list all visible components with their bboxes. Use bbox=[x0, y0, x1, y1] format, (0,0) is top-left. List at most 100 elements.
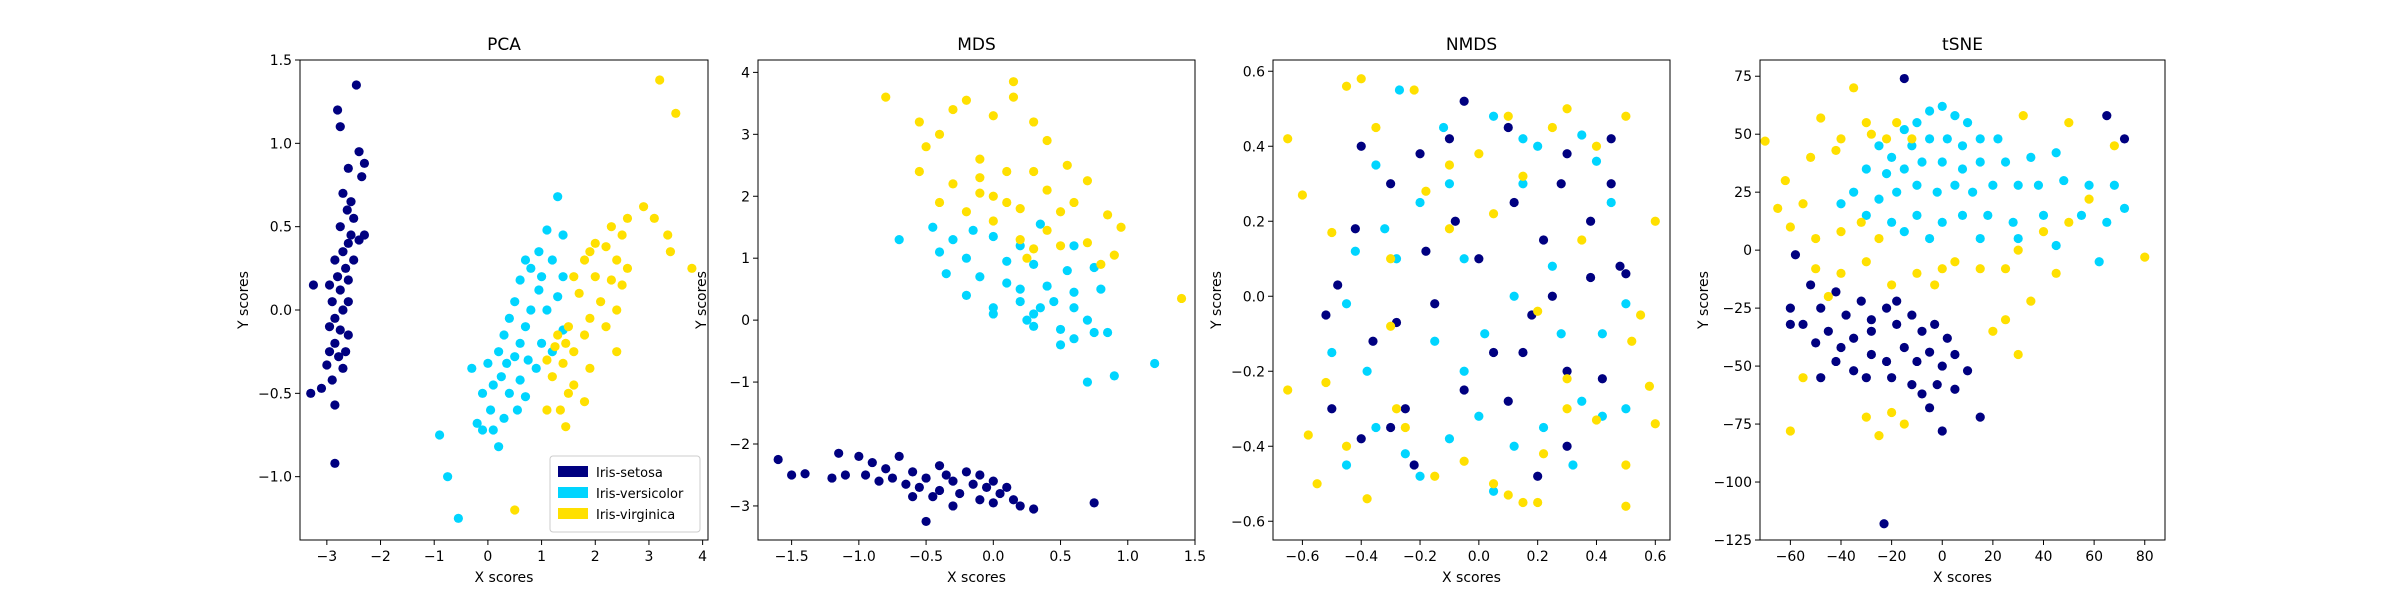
data-point bbox=[1002, 197, 1012, 208]
data-point bbox=[2064, 217, 2074, 227]
data-point bbox=[1881, 303, 1892, 313]
data-point bbox=[547, 372, 557, 382]
data-point bbox=[1321, 310, 1331, 320]
data-point bbox=[1785, 303, 1795, 313]
data-point bbox=[341, 263, 351, 273]
data-point bbox=[324, 347, 335, 357]
data-point bbox=[968, 479, 978, 489]
x-tick-label: 3 bbox=[644, 549, 653, 565]
data-point bbox=[488, 425, 498, 435]
data-point bbox=[342, 205, 352, 215]
data-point bbox=[1176, 293, 1187, 304]
y-tick-label: 0.0 bbox=[1243, 289, 1265, 305]
data-point bbox=[1988, 180, 1998, 190]
y-tick-label: −0.5 bbox=[258, 386, 292, 402]
data-point bbox=[1283, 385, 1293, 395]
data-point bbox=[1459, 366, 1469, 376]
data-point bbox=[1356, 141, 1366, 151]
data-point bbox=[569, 272, 579, 282]
data-point bbox=[1874, 141, 1884, 151]
data-point bbox=[787, 470, 797, 480]
x-tick-label: 0.5 bbox=[1049, 549, 1071, 565]
data-point bbox=[1899, 342, 1909, 353]
data-point bbox=[928, 222, 938, 232]
data-point bbox=[553, 292, 563, 302]
data-point bbox=[1069, 334, 1079, 344]
data-point bbox=[1836, 199, 1846, 209]
y-tick-label: 0.2 bbox=[1243, 214, 1265, 230]
x-tick-label: 0.2 bbox=[1527, 549, 1549, 565]
data-point bbox=[1887, 407, 1897, 418]
data-point bbox=[1109, 250, 1119, 260]
data-point bbox=[988, 303, 998, 313]
data-point bbox=[1341, 299, 1352, 309]
data-point bbox=[1849, 187, 1859, 197]
data-point bbox=[1887, 373, 1897, 383]
data-point bbox=[1924, 106, 1935, 116]
y-tick-label: 3 bbox=[741, 127, 750, 143]
data-point bbox=[550, 342, 560, 352]
data-point bbox=[306, 388, 316, 398]
data-point bbox=[606, 222, 616, 232]
data-point bbox=[324, 280, 335, 290]
data-point bbox=[1907, 380, 1917, 390]
data-point bbox=[1811, 264, 1821, 274]
data-point bbox=[1806, 280, 1816, 290]
data-point bbox=[995, 488, 1005, 499]
data-point bbox=[1912, 356, 1922, 367]
data-point bbox=[1917, 157, 1927, 167]
data-point bbox=[1069, 303, 1079, 313]
data-point bbox=[526, 305, 536, 315]
y-axis-label: Y scores bbox=[236, 271, 252, 330]
data-point bbox=[1391, 404, 1402, 414]
data-point bbox=[343, 330, 353, 340]
data-point bbox=[467, 363, 477, 373]
data-point bbox=[1518, 134, 1528, 144]
data-point bbox=[1866, 129, 1876, 139]
data-point bbox=[1831, 145, 1841, 156]
data-point bbox=[988, 216, 998, 226]
data-point bbox=[494, 442, 504, 452]
data-point bbox=[1029, 166, 1039, 177]
data-point bbox=[1899, 73, 1909, 84]
data-point bbox=[1415, 471, 1425, 481]
data-point bbox=[1937, 217, 1947, 227]
data-point bbox=[655, 75, 665, 85]
data-point bbox=[914, 482, 924, 492]
data-point bbox=[1621, 501, 1631, 511]
data-point bbox=[1937, 361, 1947, 371]
data-point bbox=[2026, 296, 2036, 306]
data-point bbox=[1975, 134, 1985, 144]
data-point bbox=[1606, 197, 1616, 208]
data-point bbox=[1096, 259, 1106, 269]
data-point bbox=[894, 235, 904, 245]
data-point bbox=[1297, 190, 1308, 200]
data-point bbox=[2051, 268, 2061, 278]
data-point bbox=[1386, 179, 1396, 189]
data-point bbox=[1892, 187, 1902, 197]
data-point bbox=[1881, 169, 1892, 179]
data-point bbox=[515, 275, 525, 285]
data-point bbox=[1861, 257, 1871, 267]
data-point bbox=[908, 492, 918, 502]
data-point bbox=[1597, 329, 1607, 339]
data-point bbox=[512, 405, 523, 415]
data-point bbox=[1831, 356, 1841, 367]
data-point bbox=[1556, 179, 1566, 189]
data-point bbox=[1415, 149, 1425, 159]
data-point bbox=[1082, 377, 1093, 387]
data-point bbox=[330, 400, 340, 410]
data-point bbox=[2051, 240, 2061, 251]
data-point bbox=[574, 288, 584, 298]
data-point bbox=[1950, 111, 1960, 121]
data-point bbox=[1415, 197, 1425, 208]
data-point bbox=[1856, 296, 1866, 306]
x-tick-label: −1.0 bbox=[842, 549, 876, 565]
data-point bbox=[928, 492, 938, 502]
data-point bbox=[2102, 111, 2112, 121]
data-point bbox=[1055, 324, 1066, 335]
data-point bbox=[523, 355, 533, 365]
data-point bbox=[1924, 134, 1935, 144]
data-point bbox=[1621, 111, 1631, 121]
data-point bbox=[1937, 157, 1947, 167]
